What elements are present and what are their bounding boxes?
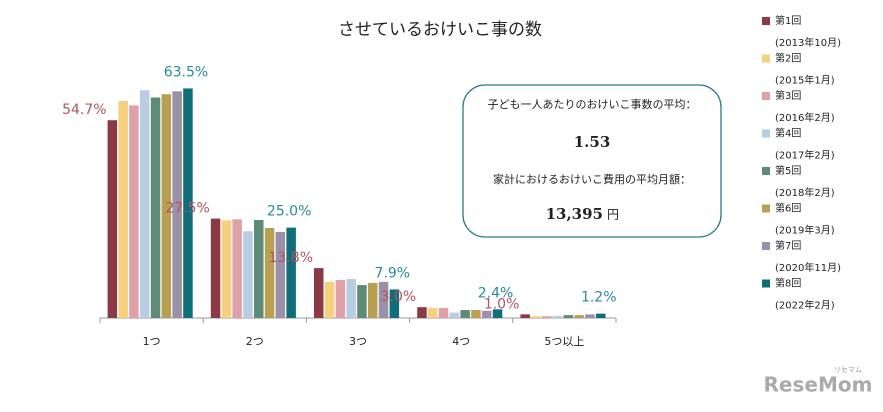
bar: [492, 309, 503, 318]
bar: [471, 310, 481, 318]
bar: [585, 314, 595, 318]
legend-period: (2015年1月): [775, 74, 835, 87]
bar: [357, 285, 367, 318]
bar: [275, 231, 286, 318]
chart-title: させているおけいこ事の数: [338, 20, 542, 40]
legend-period: (2013年10月): [775, 36, 841, 49]
bar: [129, 105, 139, 319]
legend-label: 第4回: [775, 127, 801, 140]
bar: [314, 268, 324, 318]
legend-label: 第7回: [775, 239, 801, 252]
bar: [324, 281, 335, 318]
legend-period: (2018年2月): [775, 186, 835, 199]
bar: [438, 307, 449, 318]
legend-label: 第5回: [775, 164, 801, 177]
legend-label: 第6回: [775, 202, 801, 215]
legend-swatch: [762, 242, 770, 250]
bar: [118, 101, 128, 318]
legend-swatch: [762, 204, 770, 213]
bar: [520, 314, 530, 318]
info-label: 家計におけるおけいこ費用の平均月額：: [493, 172, 691, 186]
legend-period: (2020年11月): [775, 261, 841, 274]
legend-label: 第1回: [775, 14, 801, 27]
x-tick-label: 5つ以上: [544, 335, 584, 348]
bar: [243, 231, 253, 318]
bar: [574, 315, 584, 318]
legend-swatch: [762, 92, 770, 100]
data-label: 25.0%: [267, 204, 311, 220]
data-label: 27.5%: [165, 201, 209, 217]
bar: [378, 281, 389, 318]
legend-swatch: [762, 167, 770, 175]
bar: [449, 312, 460, 318]
bar: [172, 91, 182, 318]
x-tick-label: 3つ: [349, 335, 367, 348]
bar: [531, 316, 541, 318]
data-label: 1.0%: [484, 296, 520, 312]
info-label: 子ども一人あたりのおけいこ事数の平均：: [488, 98, 697, 111]
bar: [389, 289, 400, 318]
legend-period: (2022年2月): [775, 299, 835, 312]
info-value: 1.53: [574, 133, 611, 151]
bar: [232, 219, 242, 318]
data-label: 1.2%: [581, 290, 617, 306]
x-tick-label: 2つ: [246, 335, 264, 348]
bar: [428, 307, 438, 318]
watermark-kana: リセマム: [834, 366, 862, 374]
legend-swatch: [762, 17, 770, 25]
legend-period: (2019年3月): [775, 224, 835, 237]
bar: [460, 310, 470, 318]
legend-period: (2017年2月): [775, 149, 835, 162]
bar: [596, 313, 606, 318]
legend-swatch: [762, 279, 770, 288]
bar: [542, 316, 552, 318]
x-tick-label: 4つ: [452, 335, 470, 348]
bar: [254, 220, 264, 318]
legend-period: (2016年2月): [775, 111, 835, 124]
bar: [140, 90, 150, 318]
data-label: 2.4%: [478, 285, 514, 301]
bar: [368, 282, 378, 318]
bar: [552, 315, 563, 318]
legend-swatch: [762, 129, 770, 138]
info-unit: 円: [607, 208, 619, 222]
bar: [150, 97, 161, 318]
legend-label: 第3回: [775, 89, 801, 102]
legend-swatch: [762, 54, 770, 63]
legend-label: 第2回: [775, 52, 801, 65]
bar: [210, 218, 221, 318]
data-label: 3.0%: [381, 289, 417, 305]
bar: [563, 315, 574, 318]
info-value: 13,395: [546, 205, 603, 223]
bar: [264, 227, 275, 318]
bar: [161, 94, 172, 318]
bar: [346, 278, 356, 318]
bar: [221, 220, 232, 318]
info-box: [462, 84, 722, 238]
watermark-logo: ReseMom: [764, 373, 873, 397]
data-label: 54.7%: [62, 102, 106, 118]
x-tick-label: 1つ: [143, 335, 161, 348]
bar: [482, 310, 492, 318]
bar: [286, 227, 296, 318]
data-label: 13.8%: [269, 250, 313, 266]
bar: [417, 307, 427, 318]
bar: [335, 280, 346, 318]
legend-label: 第8回: [775, 277, 801, 290]
bar: [183, 88, 193, 318]
data-label: 63.5%: [164, 64, 208, 80]
bar: [107, 120, 118, 318]
data-label: 7.9%: [375, 265, 411, 281]
